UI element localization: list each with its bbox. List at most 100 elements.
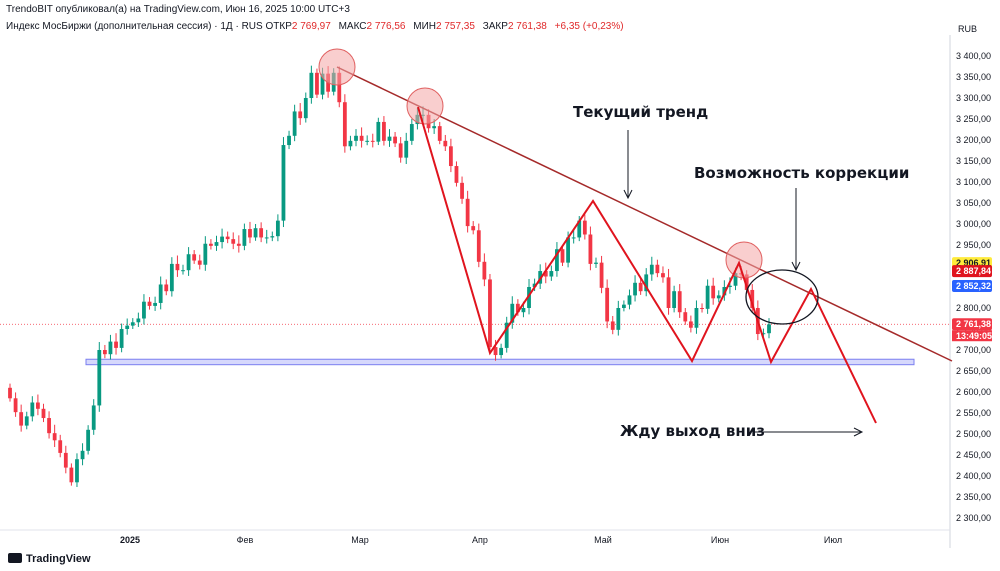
candle[interactable] (86, 425, 91, 455)
candle[interactable] (588, 226, 593, 271)
candle[interactable] (24, 411, 29, 430)
candle[interactable] (130, 318, 135, 329)
correction-ellipse[interactable] (745, 269, 819, 325)
candle[interactable] (437, 121, 442, 145)
candle[interactable] (370, 133, 375, 148)
candle[interactable] (605, 279, 610, 329)
candle[interactable] (750, 284, 755, 313)
candle[interactable] (582, 214, 587, 240)
candle[interactable] (499, 343, 504, 359)
candle[interactable] (694, 300, 699, 334)
tradingview-brand[interactable]: TradingView (8, 553, 91, 565)
candle[interactable] (125, 318, 130, 335)
candle[interactable] (292, 104, 297, 142)
candle[interactable] (58, 434, 63, 458)
candle[interactable] (142, 294, 146, 325)
candle[interactable] (63, 445, 68, 474)
candle[interactable] (114, 333, 118, 355)
candle[interactable] (404, 132, 409, 165)
candle[interactable] (236, 235, 241, 253)
candle[interactable] (393, 132, 397, 148)
candle[interactable] (543, 262, 548, 284)
candle[interactable] (644, 268, 649, 297)
candle[interactable] (649, 256, 654, 281)
candle[interactable] (359, 127, 364, 148)
candle[interactable] (275, 214, 280, 242)
candle[interactable] (443, 134, 448, 152)
candle[interactable] (242, 223, 247, 251)
candle[interactable] (376, 117, 381, 146)
candle[interactable] (482, 253, 487, 287)
candle[interactable] (225, 231, 230, 244)
candle[interactable] (214, 235, 219, 251)
candle[interactable] (203, 236, 208, 271)
candle[interactable] (599, 255, 604, 294)
pattern-zigzag[interactable] (417, 106, 877, 424)
candle[interactable] (209, 239, 213, 250)
candle[interactable] (47, 411, 51, 439)
candle[interactable] (270, 231, 275, 242)
candle[interactable] (19, 404, 24, 432)
candle[interactable] (136, 312, 141, 327)
candle[interactable] (549, 265, 554, 281)
candle[interactable] (627, 289, 632, 310)
candle[interactable] (454, 161, 459, 187)
candle[interactable] (158, 276, 163, 310)
candle[interactable] (767, 318, 771, 339)
candle[interactable] (711, 277, 716, 305)
candle[interactable] (460, 176, 464, 204)
candle[interactable] (36, 394, 40, 416)
candle[interactable] (504, 316, 509, 353)
candle[interactable] (147, 297, 152, 310)
candle[interactable] (91, 399, 96, 435)
candle[interactable] (153, 296, 158, 311)
candle[interactable] (41, 403, 46, 423)
candle[interactable] (594, 257, 598, 268)
candle[interactable] (365, 135, 370, 146)
candle[interactable] (80, 443, 85, 466)
candle[interactable] (259, 222, 264, 243)
candle[interactable] (75, 453, 79, 488)
candle[interactable] (69, 463, 74, 486)
candle[interactable] (8, 383, 12, 402)
candle[interactable] (633, 275, 637, 302)
candle[interactable] (716, 290, 721, 303)
candle[interactable] (610, 315, 615, 335)
candle[interactable] (175, 255, 180, 277)
candle[interactable] (281, 137, 286, 228)
candle[interactable] (700, 303, 704, 313)
candle[interactable] (448, 138, 453, 173)
candle[interactable] (309, 65, 314, 104)
candle[interactable] (398, 137, 403, 163)
candle[interactable] (476, 223, 481, 268)
candle[interactable] (571, 229, 576, 244)
candle[interactable] (560, 245, 565, 266)
candle[interactable] (616, 300, 621, 336)
candle[interactable] (655, 259, 660, 278)
candle[interactable] (181, 264, 185, 275)
candle[interactable] (661, 266, 665, 283)
candle[interactable] (387, 129, 392, 147)
candle[interactable] (169, 257, 174, 297)
candle[interactable] (253, 224, 258, 241)
candle[interactable] (348, 135, 353, 151)
candle[interactable] (220, 228, 224, 249)
candle[interactable] (30, 396, 35, 422)
candle[interactable] (672, 285, 677, 313)
candle[interactable] (108, 334, 113, 360)
candle[interactable] (705, 279, 710, 314)
candle[interactable] (192, 250, 197, 264)
currency-badge[interactable]: RUB (958, 24, 978, 34)
support-zone[interactable] (85, 358, 915, 366)
candle[interactable] (621, 300, 626, 312)
candle[interactable] (248, 221, 252, 244)
candle[interactable] (102, 344, 107, 359)
candle[interactable] (382, 116, 386, 146)
candle[interactable] (164, 279, 169, 296)
candle[interactable] (97, 342, 102, 412)
symbol-name[interactable]: Индекс МосБиржи (дополнительная сессия) … (6, 21, 263, 32)
candle[interactable] (287, 130, 291, 150)
candle[interactable] (315, 68, 319, 98)
candle[interactable] (465, 190, 470, 233)
candle[interactable] (303, 92, 308, 123)
